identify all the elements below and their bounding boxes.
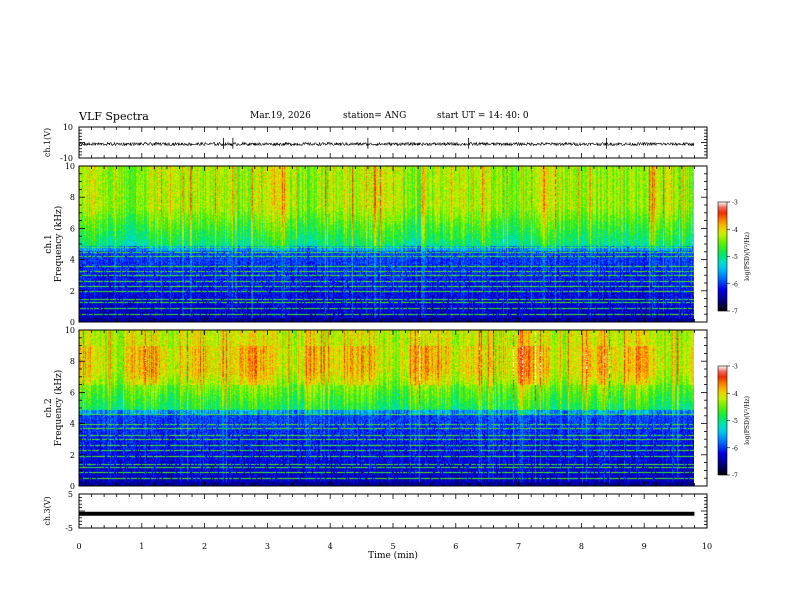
y-axis-label-group: ch.1(V) (43, 128, 52, 157)
y-tick-label: 10 (65, 162, 75, 171)
colorbar-tick-label: -4 (732, 391, 738, 398)
ch2-spectrogram (79, 330, 694, 486)
y-tick-label: 4 (70, 256, 75, 265)
header-station: station= ANG (343, 111, 407, 121)
colorbar-label: log(PSD)(V²/Hz) (744, 232, 751, 281)
x-tick-label: 8 (579, 542, 584, 551)
y-tick-label: 5 (68, 490, 73, 499)
colorbar-tick-label: -7 (732, 473, 738, 480)
header-date: Mar.19, 2026 (250, 111, 311, 121)
y-axis-label-group: ch.2 Frequency (kHz) (44, 370, 64, 447)
y-axis-label-group: ch.1 Frequency (kHz) (44, 206, 64, 283)
x-tick-label: 3 (265, 542, 270, 551)
y-tick-label: 2 (70, 287, 75, 296)
colorbar-tick-label: -7 (732, 309, 738, 316)
y-axis-label: Frequency (kHz) (53, 370, 64, 447)
x-tick-label: 2 (202, 542, 207, 551)
y-tick-label: 2 (70, 451, 75, 460)
ch1-waveform (78, 141, 695, 147)
x-tick-label: 5 (390, 542, 395, 551)
y-tick-label: 4 (70, 420, 75, 429)
y-axis-label: ch.1(V) (43, 128, 52, 157)
y-tick-label: -5 (65, 524, 73, 533)
x-tick-label: 4 (328, 542, 333, 551)
x-tick-label: 6 (453, 542, 458, 551)
y-tick-label: 0 (70, 482, 75, 491)
y-tick-label: 0 (70, 318, 75, 327)
header-start-time: start UT = 14: 40: 0 (437, 111, 529, 121)
y-axis-label-group: ch.3(V) (43, 496, 52, 525)
x-tick-label: 0 (76, 542, 81, 551)
colorbar (717, 201, 728, 312)
x-tick-label: 9 (642, 542, 647, 551)
y-tick-label: 6 (70, 388, 75, 397)
y-tick-label: 8 (70, 357, 75, 366)
y-axis-channel-label: ch.2 (44, 398, 54, 417)
colorbar-label-group: log(PSD)(V²/Hz) (744, 232, 751, 281)
chart-title: VLF Spectra (79, 110, 149, 123)
colorbar-tick-label: -3 (732, 364, 738, 371)
y-tick-label: 8 (70, 193, 75, 202)
colorbar-tick-label: -4 (732, 227, 738, 234)
colorbar-label-group: log(PSD)(V²/Hz) (744, 396, 751, 445)
colorbar-label: log(PSD)(V²/Hz) (744, 396, 751, 445)
y-tick-label: 6 (70, 224, 75, 233)
colorbar-tick-label: -3 (732, 200, 738, 207)
x-axis-label: Time (min) (368, 550, 418, 561)
y-axis-channel-label: ch.1 (44, 234, 54, 253)
y-tick-label: -10 (60, 154, 73, 163)
y-tick-label: 10 (63, 123, 73, 132)
x-tick-label: 10 (702, 542, 712, 551)
y-tick-label: 10 (65, 326, 75, 335)
colorbar-tick-label: -5 (732, 254, 738, 261)
panel-frame (78, 493, 708, 529)
x-tick-label: 1 (139, 542, 144, 551)
colorbar (717, 365, 728, 476)
y-axis-label: ch.3(V) (43, 496, 52, 525)
colorbar-tick-label: -6 (732, 445, 738, 452)
x-tick-label: 7 (516, 542, 521, 551)
ch1-spectrogram (79, 166, 694, 322)
colorbar-tick-label: -5 (732, 418, 738, 425)
colorbar-tick-label: -6 (732, 281, 738, 288)
y-axis-label: Frequency (kHz) (53, 206, 64, 283)
